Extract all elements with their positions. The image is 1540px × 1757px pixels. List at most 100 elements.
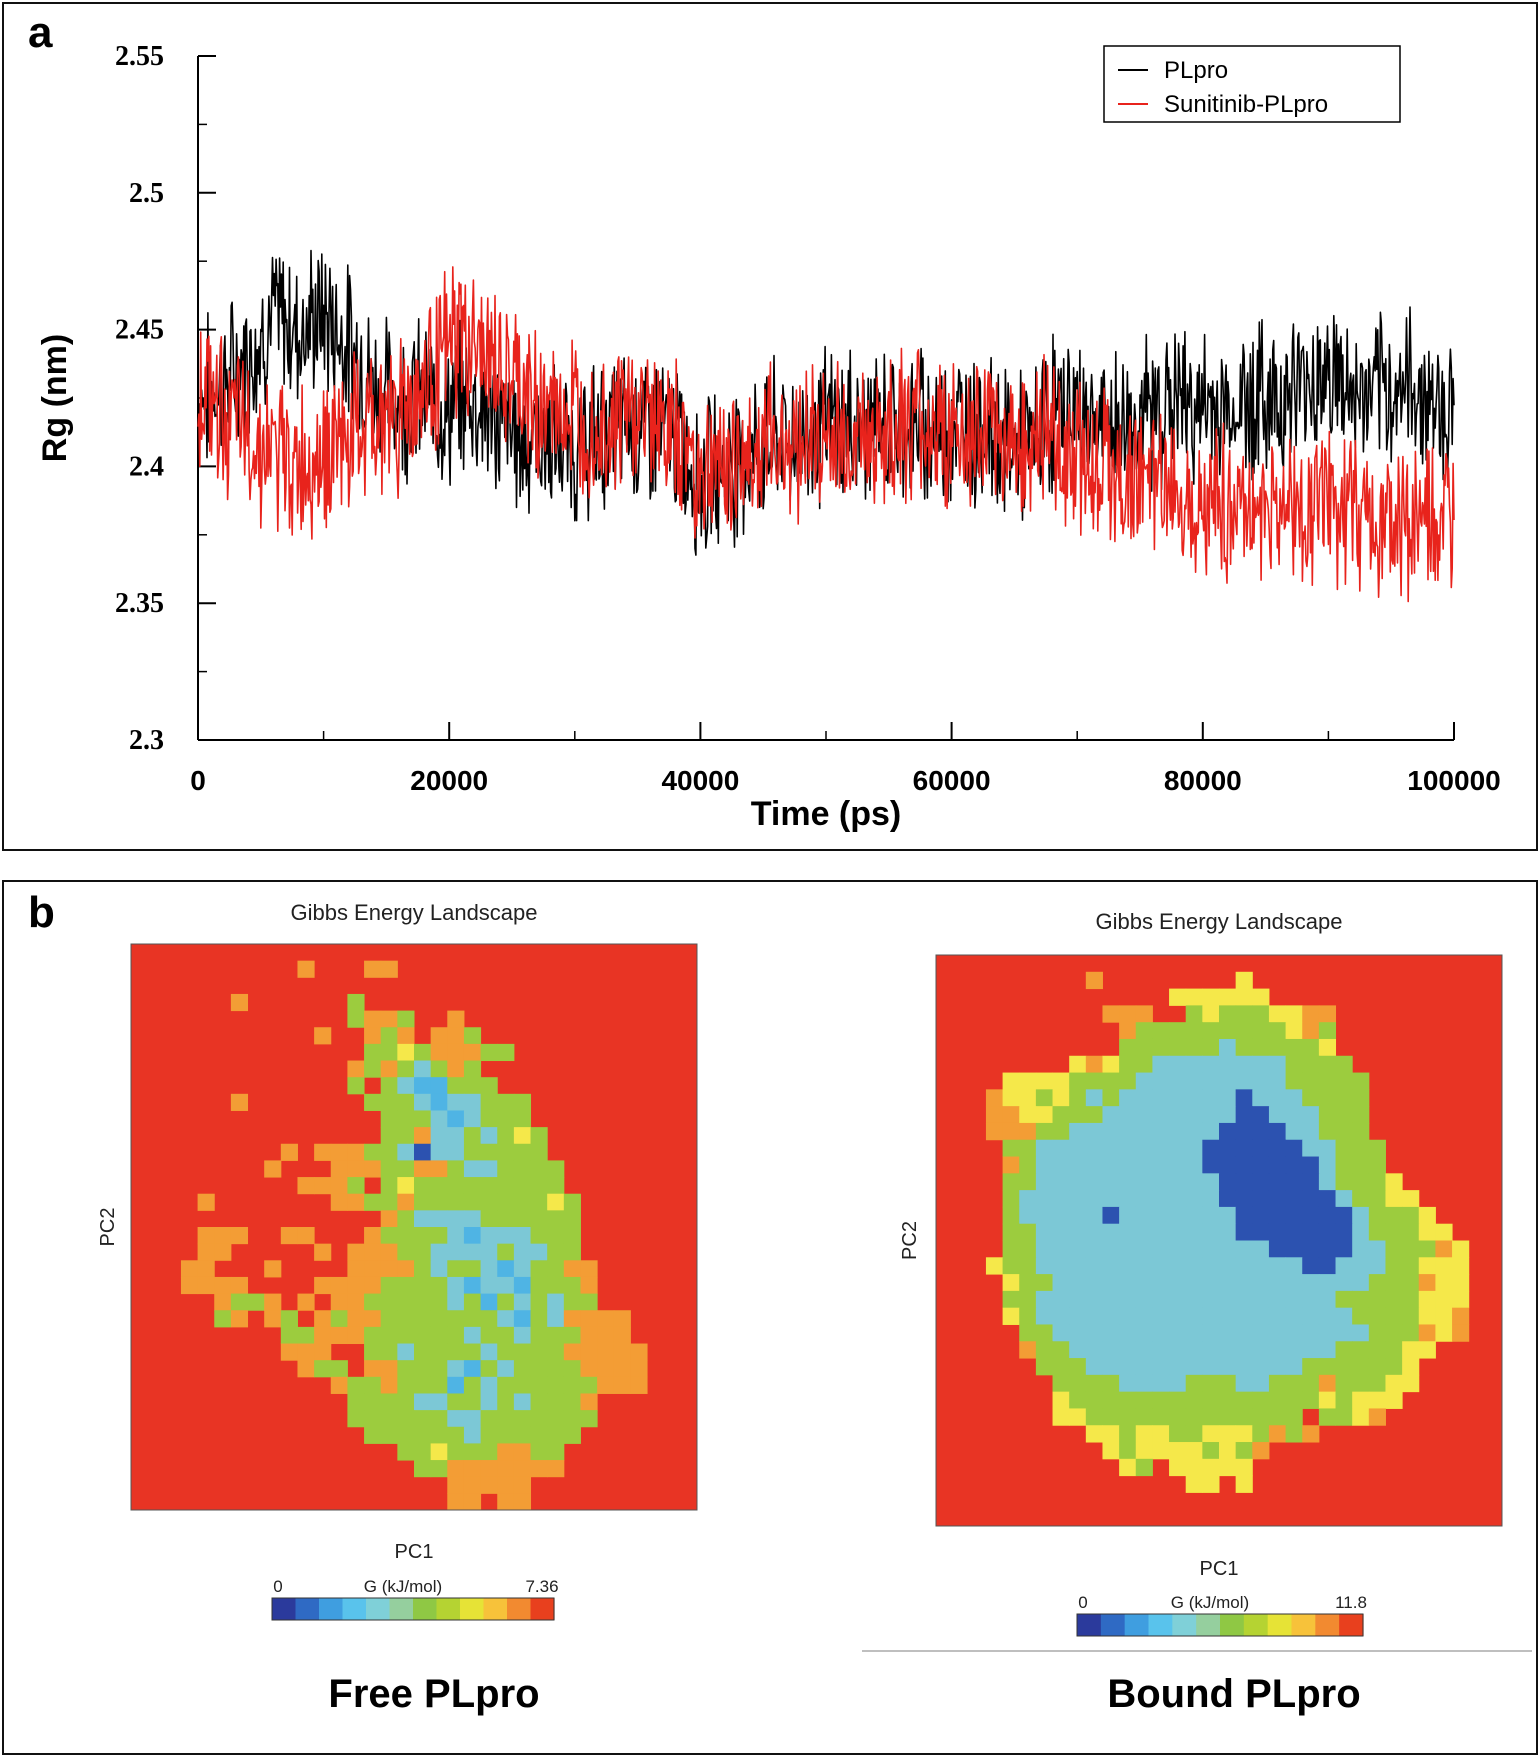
heatmap-cell bbox=[1385, 1223, 1403, 1241]
heatmap-cell bbox=[1318, 1408, 1337, 1426]
heatmap-cell bbox=[1252, 1038, 1270, 1057]
heatmap-cell bbox=[1302, 1072, 1320, 1090]
heatmap-cell bbox=[1435, 1324, 1453, 1342]
heatmap-cell bbox=[414, 1160, 432, 1178]
heatmap-cell bbox=[480, 1343, 498, 1361]
heatmap-cell bbox=[397, 1060, 415, 1078]
heatmap-cell bbox=[1102, 1089, 1120, 1107]
heatmap-cell bbox=[1135, 1374, 1153, 1393]
heatmap-cell bbox=[1185, 1038, 1203, 1057]
heatmap-cell bbox=[1352, 1374, 1370, 1393]
heatmap-cell bbox=[1252, 1106, 1270, 1124]
heatmap-cell bbox=[1119, 1274, 1137, 1292]
heatmap-cell bbox=[1268, 1274, 1287, 1292]
heatmap-cell bbox=[1202, 1475, 1220, 1493]
heatmap-cell bbox=[1119, 1425, 1137, 1443]
heatmap-cell bbox=[547, 1326, 565, 1345]
heatmap-cell bbox=[1202, 1374, 1220, 1393]
heatmap-cell bbox=[1285, 1089, 1303, 1107]
heatmap-cell bbox=[1052, 1089, 1070, 1107]
heatmap-cell bbox=[1119, 1358, 1137, 1376]
heatmap-cell bbox=[480, 1210, 498, 1228]
heatmap-cell bbox=[1119, 1408, 1137, 1426]
heatmap-cell bbox=[1335, 1055, 1353, 1074]
heatmap-cell bbox=[397, 1177, 415, 1195]
heatmap-cell bbox=[1252, 1257, 1270, 1275]
heatmap-cell bbox=[1152, 1257, 1170, 1275]
heatmap-cell bbox=[347, 1077, 365, 1095]
heatmap-cell bbox=[1285, 1055, 1303, 1074]
heatmap-cell bbox=[1318, 1290, 1337, 1309]
heatmap-cell bbox=[380, 1093, 398, 1111]
heatmap-cell bbox=[497, 1193, 515, 1211]
heatmap-cell bbox=[1019, 1257, 1037, 1275]
heatmap-cell bbox=[463, 1093, 482, 1111]
heatmap-cell bbox=[1185, 1458, 1203, 1477]
heatmap-cell bbox=[480, 1276, 498, 1295]
heatmap-cell bbox=[1318, 1274, 1337, 1292]
heatmap-cell bbox=[1102, 1106, 1120, 1124]
heatmap-cell bbox=[447, 1227, 465, 1245]
heatmap-cell bbox=[1268, 1190, 1287, 1208]
heatmap-cell bbox=[1169, 1122, 1187, 1141]
heatmap-cell bbox=[1385, 1190, 1403, 1208]
heatmap-cell bbox=[1202, 1442, 1220, 1460]
heatmap-cell bbox=[1368, 1206, 1386, 1225]
heatmap-cell bbox=[447, 1293, 465, 1311]
heatmap-cell bbox=[613, 1343, 631, 1361]
heatmap-cell bbox=[197, 1227, 215, 1245]
heatmap-cell bbox=[1302, 1425, 1320, 1443]
heatmap-cell bbox=[1368, 1391, 1386, 1409]
heatmap-cell bbox=[497, 1360, 515, 1378]
heatmap-cell bbox=[613, 1360, 631, 1378]
heatmap-cell bbox=[447, 1310, 465, 1328]
heatmap-cell bbox=[364, 1426, 382, 1444]
heatmap-cell bbox=[1019, 1307, 1037, 1325]
heatmap-cell bbox=[547, 1310, 565, 1328]
heatmap-cell bbox=[180, 1260, 199, 1278]
heatmap-cell bbox=[414, 1043, 432, 1062]
heatmap-cell bbox=[1152, 1374, 1170, 1393]
heatmap-cell bbox=[447, 1260, 465, 1278]
heatmap-frame-bound bbox=[935, 954, 1503, 1527]
heatmap-cell bbox=[430, 1343, 448, 1361]
heatmap-cell bbox=[530, 1260, 548, 1278]
heatmap-cell bbox=[1335, 1408, 1353, 1426]
heatmap-cell bbox=[1119, 1055, 1137, 1074]
heatmap-cell bbox=[630, 1376, 648, 1394]
heatmap-cell bbox=[1302, 1391, 1320, 1409]
heatmap-cell bbox=[1402, 1223, 1420, 1241]
colorbar-segment bbox=[366, 1598, 391, 1620]
heatmap-cell bbox=[1235, 1038, 1253, 1057]
heatmap-cell bbox=[1318, 1038, 1337, 1057]
heatmap-cell bbox=[1019, 1290, 1037, 1309]
heatmap-cell bbox=[1185, 1307, 1203, 1325]
heatmap-cell bbox=[1402, 1341, 1420, 1359]
heatmap-cell bbox=[1268, 1240, 1287, 1258]
heatmap-cell bbox=[1285, 1240, 1303, 1258]
heatmap-cell bbox=[1102, 1374, 1120, 1393]
heatmap-cell bbox=[1219, 1425, 1237, 1443]
heatmap-cell bbox=[1085, 1122, 1103, 1141]
heatmap-cell bbox=[985, 1106, 1004, 1124]
heatmap-cell bbox=[1202, 1156, 1220, 1174]
heatmap-cell bbox=[414, 1360, 432, 1378]
heatmap-cell bbox=[1352, 1173, 1370, 1191]
heatmap-cell bbox=[1202, 988, 1220, 1006]
heatmap-cell bbox=[1252, 1341, 1270, 1359]
heatmap-cell bbox=[197, 1260, 215, 1278]
heatmap-cell bbox=[447, 1027, 465, 1045]
heatmap-cell bbox=[463, 1243, 482, 1261]
heatmap-cell bbox=[547, 1210, 565, 1228]
colorbar-segment bbox=[1077, 1614, 1102, 1636]
heatmap-cell bbox=[1302, 1038, 1320, 1057]
heatmap-cell bbox=[314, 1343, 332, 1361]
heatmap-cell bbox=[1002, 1274, 1020, 1292]
heatmap-cell bbox=[1135, 1072, 1153, 1090]
heatmap-cell bbox=[463, 1293, 482, 1311]
panel-label-b: b bbox=[28, 888, 55, 937]
heatmap-cell bbox=[1219, 1408, 1237, 1426]
heatmap-cell bbox=[414, 1193, 432, 1211]
heatmap-cell bbox=[1418, 1274, 1436, 1292]
heatmap-cell bbox=[347, 993, 365, 1012]
